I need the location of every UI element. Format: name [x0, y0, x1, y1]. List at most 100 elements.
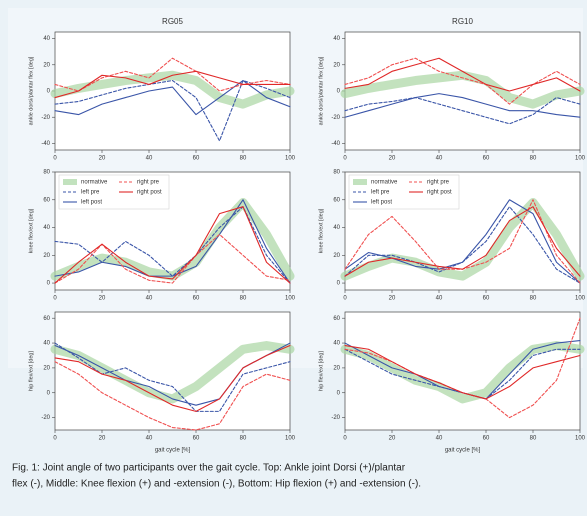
- series-line: [344, 57, 581, 92]
- series-line: [54, 70, 291, 99]
- subplot-title: RG05: [162, 17, 183, 26]
- x-tick-label: 60: [483, 296, 490, 302]
- y-tick-label: 40: [43, 36, 50, 42]
- x-tick-label: 40: [146, 436, 153, 442]
- y-tick-label: 80: [43, 170, 50, 176]
- x-tick-label: 60: [483, 156, 490, 162]
- legend-label: normative: [371, 180, 398, 186]
- series-line: [54, 361, 291, 431]
- x-tick-label: 20: [389, 156, 396, 162]
- x-tick-label: 80: [530, 436, 537, 442]
- x-tick-label: 20: [99, 296, 106, 302]
- series-line: [54, 342, 291, 412]
- y-tick-label: 0: [47, 281, 51, 287]
- x-tick-label: 40: [146, 156, 153, 162]
- y-tick-label: 60: [43, 316, 50, 322]
- x-tick-label: 60: [193, 436, 200, 442]
- y-axis-label: knee flex/ext [deg]: [318, 208, 324, 253]
- y-tick-label: 20: [333, 253, 340, 259]
- x-tick-label: 60: [483, 436, 490, 442]
- caption-line: Fig. 1: Joint angle of two participants …: [12, 463, 406, 474]
- normative-band: [340, 198, 585, 281]
- normative-band: [340, 70, 585, 109]
- y-axis-label: knee flex/ext [deg]: [28, 208, 34, 253]
- y-axis-label: ankle dorsi/plantar flex [deg]: [318, 56, 324, 125]
- x-tick-label: 20: [389, 296, 396, 302]
- y-tick-label: 0: [337, 390, 341, 396]
- y-tick-label: -40: [41, 141, 50, 147]
- legend-label: left pre: [81, 190, 100, 196]
- y-tick-label: 40: [333, 36, 340, 42]
- subplot-title: RG10: [452, 17, 473, 26]
- legend-label: right pre: [137, 180, 160, 186]
- y-tick-label: 20: [333, 365, 340, 371]
- series-line: [344, 206, 581, 277]
- y-tick-label: -20: [331, 415, 340, 421]
- y-tick-label: 0: [337, 281, 341, 287]
- legend-box: [348, 174, 460, 210]
- y-tick-label: -40: [331, 141, 340, 147]
- y-tick-label: 20: [43, 62, 50, 68]
- y-tick-label: 40: [333, 341, 340, 347]
- x-tick-label: 80: [240, 156, 247, 162]
- x-axis-label: gait cycle [%]: [445, 448, 481, 454]
- series-line: [344, 93, 581, 118]
- y-tick-label: 0: [47, 89, 51, 95]
- legend-label: left pre: [371, 190, 390, 196]
- x-tick-label: 20: [389, 436, 396, 442]
- y-tick-label: 40: [333, 225, 340, 231]
- x-tick-label: 80: [530, 296, 537, 302]
- series-line: [344, 199, 581, 284]
- series-line: [344, 57, 581, 105]
- y-tick-label: 60: [333, 197, 340, 203]
- x-tick-label: 100: [285, 436, 296, 442]
- y-tick-label: -20: [41, 415, 50, 421]
- y-tick-label: 60: [43, 197, 50, 203]
- series-line: [54, 344, 291, 412]
- y-tick-label: 0: [337, 89, 341, 95]
- y-tick-label: 20: [43, 365, 50, 371]
- x-tick-label: 40: [436, 296, 443, 302]
- y-tick-label: -20: [41, 115, 50, 121]
- series-line: [344, 97, 581, 125]
- x-tick-label: 0: [53, 156, 57, 162]
- x-axis-label: gait cycle [%]: [155, 448, 191, 454]
- x-tick-label: 100: [575, 156, 586, 162]
- x-tick-label: 80: [530, 156, 537, 162]
- y-tick-label: 40: [43, 341, 50, 347]
- legend-label: right post: [427, 190, 452, 196]
- series-line: [54, 199, 291, 284]
- y-tick-label: 80: [333, 170, 340, 176]
- x-tick-label: 0: [343, 296, 347, 302]
- legend-label: left post: [81, 200, 102, 206]
- y-tick-label: 60: [333, 316, 340, 322]
- x-tick-label: 0: [343, 436, 347, 442]
- y-tick-label: 0: [47, 390, 51, 396]
- x-tick-label: 80: [240, 296, 247, 302]
- x-tick-label: 80: [240, 436, 247, 442]
- x-tick-label: 60: [193, 296, 200, 302]
- legend-box: [58, 174, 170, 210]
- series-line: [54, 57, 291, 92]
- x-tick-label: 60: [193, 156, 200, 162]
- x-tick-label: 0: [53, 296, 57, 302]
- y-tick-label: 40: [43, 225, 50, 231]
- plot-area: [54, 311, 291, 431]
- y-axis-label: ankle dorsi/plantar flex [deg]: [28, 56, 34, 125]
- x-tick-label: 0: [53, 436, 57, 442]
- y-tick-label: -20: [331, 115, 340, 121]
- x-tick-label: 40: [436, 436, 443, 442]
- series-line: [54, 233, 291, 284]
- y-axis-label: hip flex/ext [deg]: [28, 351, 34, 392]
- x-tick-label: 100: [575, 296, 586, 302]
- x-tick-label: 100: [285, 156, 296, 162]
- plot-area: [344, 311, 581, 431]
- plot-area: [54, 31, 291, 151]
- x-tick-label: 20: [99, 436, 106, 442]
- caption-line: flex (-), Middle: Knee flexion (+) and -…: [12, 479, 421, 490]
- legend-label: right pre: [427, 180, 450, 186]
- legend-label: normative: [81, 180, 108, 186]
- series-line: [54, 79, 291, 116]
- series-line: [344, 344, 581, 400]
